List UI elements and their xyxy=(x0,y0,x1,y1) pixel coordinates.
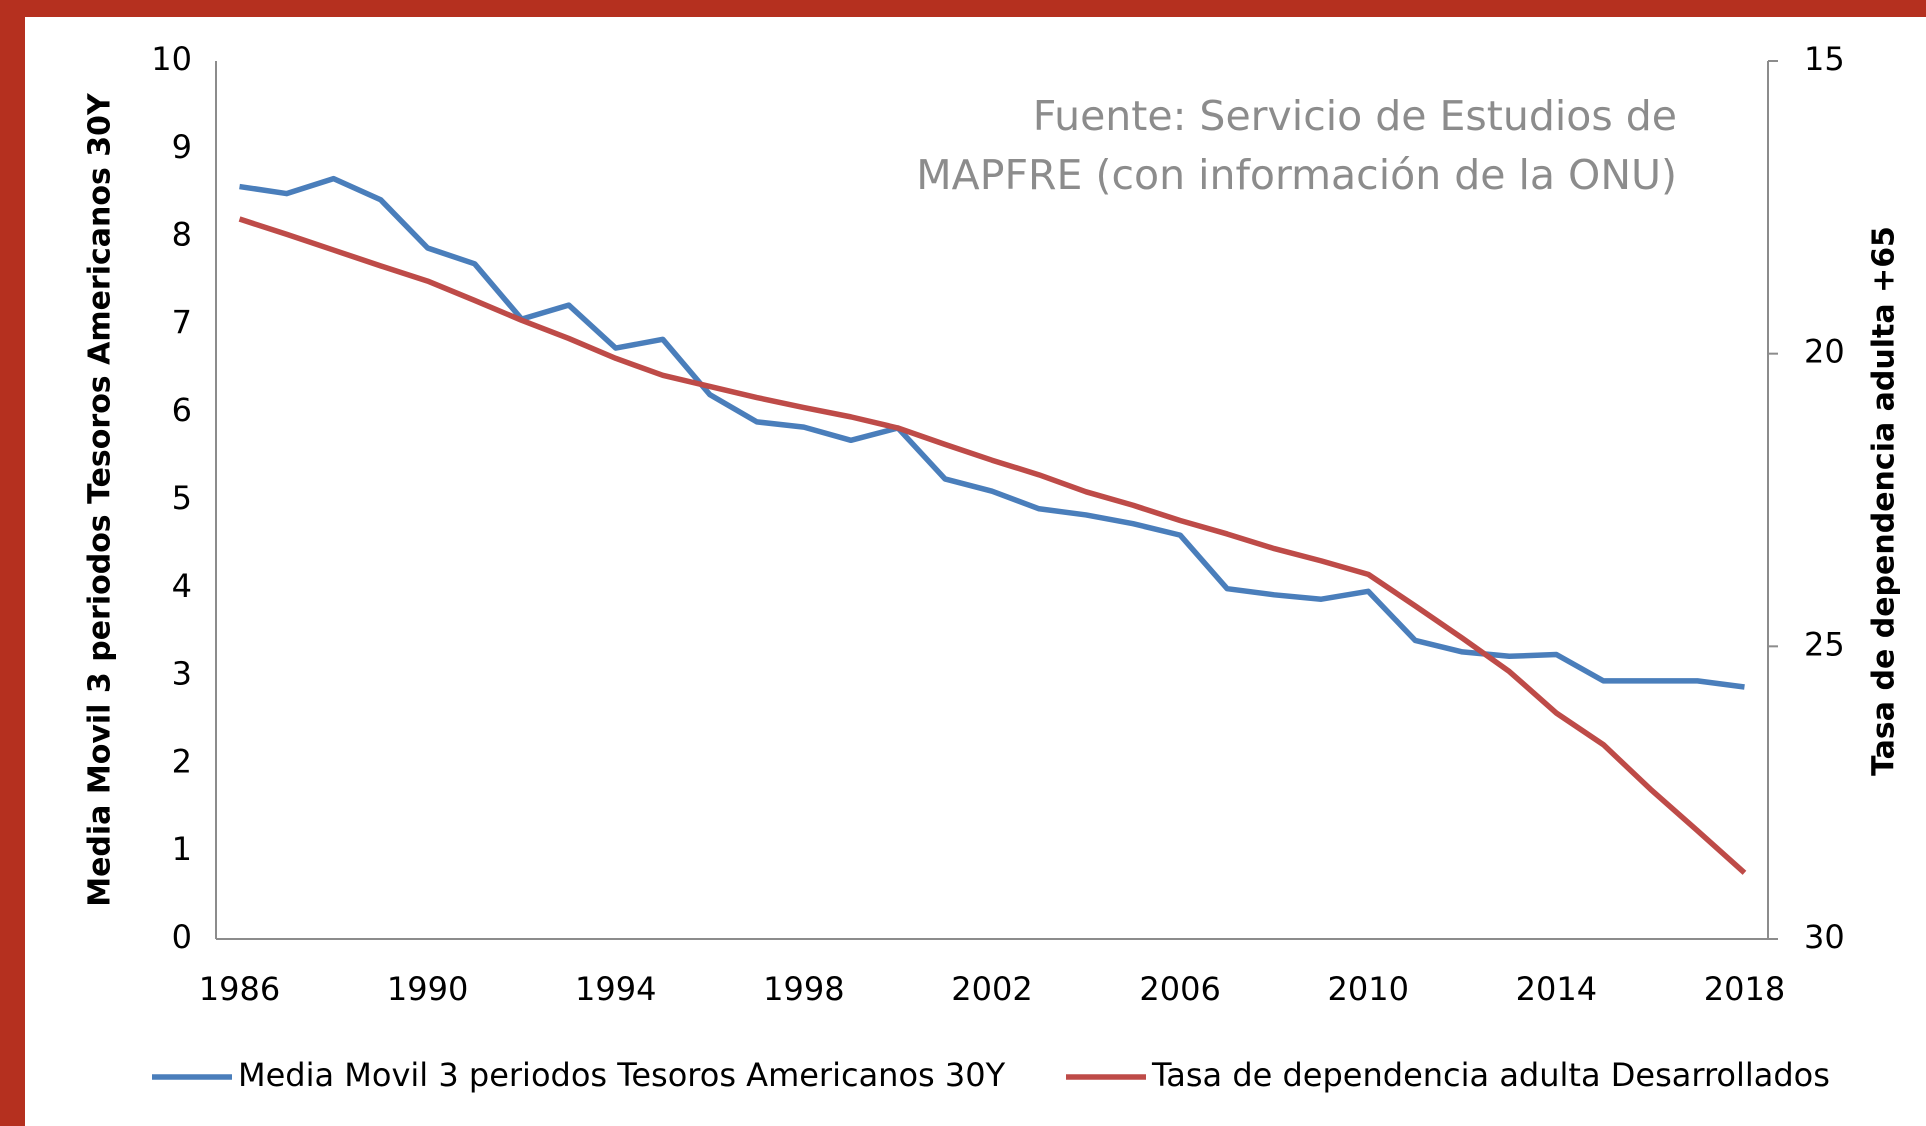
annotation: Fuente: Servicio de Estudios de xyxy=(1033,92,1677,140)
y2-tick-label: 20 xyxy=(1804,333,1845,371)
series-line xyxy=(238,216,1747,875)
x-tick-label: 2018 xyxy=(1704,970,1785,1008)
y-tick-label: 5 xyxy=(172,479,192,517)
legend-label: Media Movil 3 periodos Tesoros Americano… xyxy=(238,1056,1006,1094)
x-tick-label: 2010 xyxy=(1328,970,1409,1008)
y-tick-label: 9 xyxy=(172,128,192,166)
x-tick-label: 1986 xyxy=(199,970,280,1008)
y2-tick-label: 15 xyxy=(1804,40,1845,78)
y-tick-label: 1 xyxy=(172,830,192,868)
legend-label: Tasa de dependencia adulta Desarrollados xyxy=(1151,1056,1830,1094)
frame-top xyxy=(0,0,1926,17)
x-tick-label: 2006 xyxy=(1139,970,1220,1008)
x-tick-label: 2014 xyxy=(1516,970,1597,1008)
y-tick-label: 3 xyxy=(172,655,192,693)
y2-axis-title: Tasa de dependencia adulta +65 xyxy=(1867,226,1902,776)
x-tick-label: 1998 xyxy=(763,970,844,1008)
frame-left xyxy=(0,0,25,1126)
y-tick-label: 8 xyxy=(172,216,192,254)
y2-tick-label: 30 xyxy=(1804,918,1845,956)
y-tick-label: 10 xyxy=(151,40,192,78)
y-axis-title: Media Movil 3 periodos Tesoros Americano… xyxy=(83,92,118,907)
y-tick-label: 6 xyxy=(172,391,192,429)
x-tick-label: 2002 xyxy=(951,970,1032,1008)
y-tick-label: 2 xyxy=(172,742,192,780)
x-tick-label: 1994 xyxy=(575,970,656,1008)
series-line xyxy=(239,175,1745,690)
annotation: MAPFRE (con información de la ONU) xyxy=(916,151,1677,199)
y2-tick-label: 25 xyxy=(1804,625,1845,663)
y-tick-label: 7 xyxy=(172,303,192,341)
y-tick-label: 0 xyxy=(172,918,192,956)
x-tick-label: 1990 xyxy=(387,970,468,1008)
y-tick-label: 4 xyxy=(172,567,192,605)
